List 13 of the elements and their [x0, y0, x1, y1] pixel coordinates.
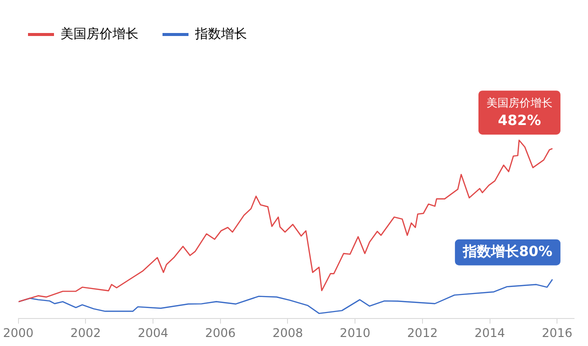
annotation: 美国房价增长 482% — [486, 96, 552, 130]
x-tick-label: 2004 — [138, 326, 168, 340]
x-tick-label: 2016 — [542, 326, 572, 340]
x-tick-label: 2012 — [407, 326, 438, 340]
x-tick-label: 2000 — [2, 326, 34, 340]
x-tick-label: 2010 — [340, 326, 370, 340]
legend-label: 美国房价增长 — [60, 26, 138, 42]
x-tick-label: 2008 — [272, 326, 303, 340]
legend-label: 指数增长 — [194, 26, 247, 42]
x-tick-label: 2006 — [205, 326, 236, 340]
x-tick-label: 2002 — [70, 326, 101, 340]
annotation: 指数增长80% — [462, 244, 552, 260]
x-tick-label: 2014 — [474, 326, 506, 340]
